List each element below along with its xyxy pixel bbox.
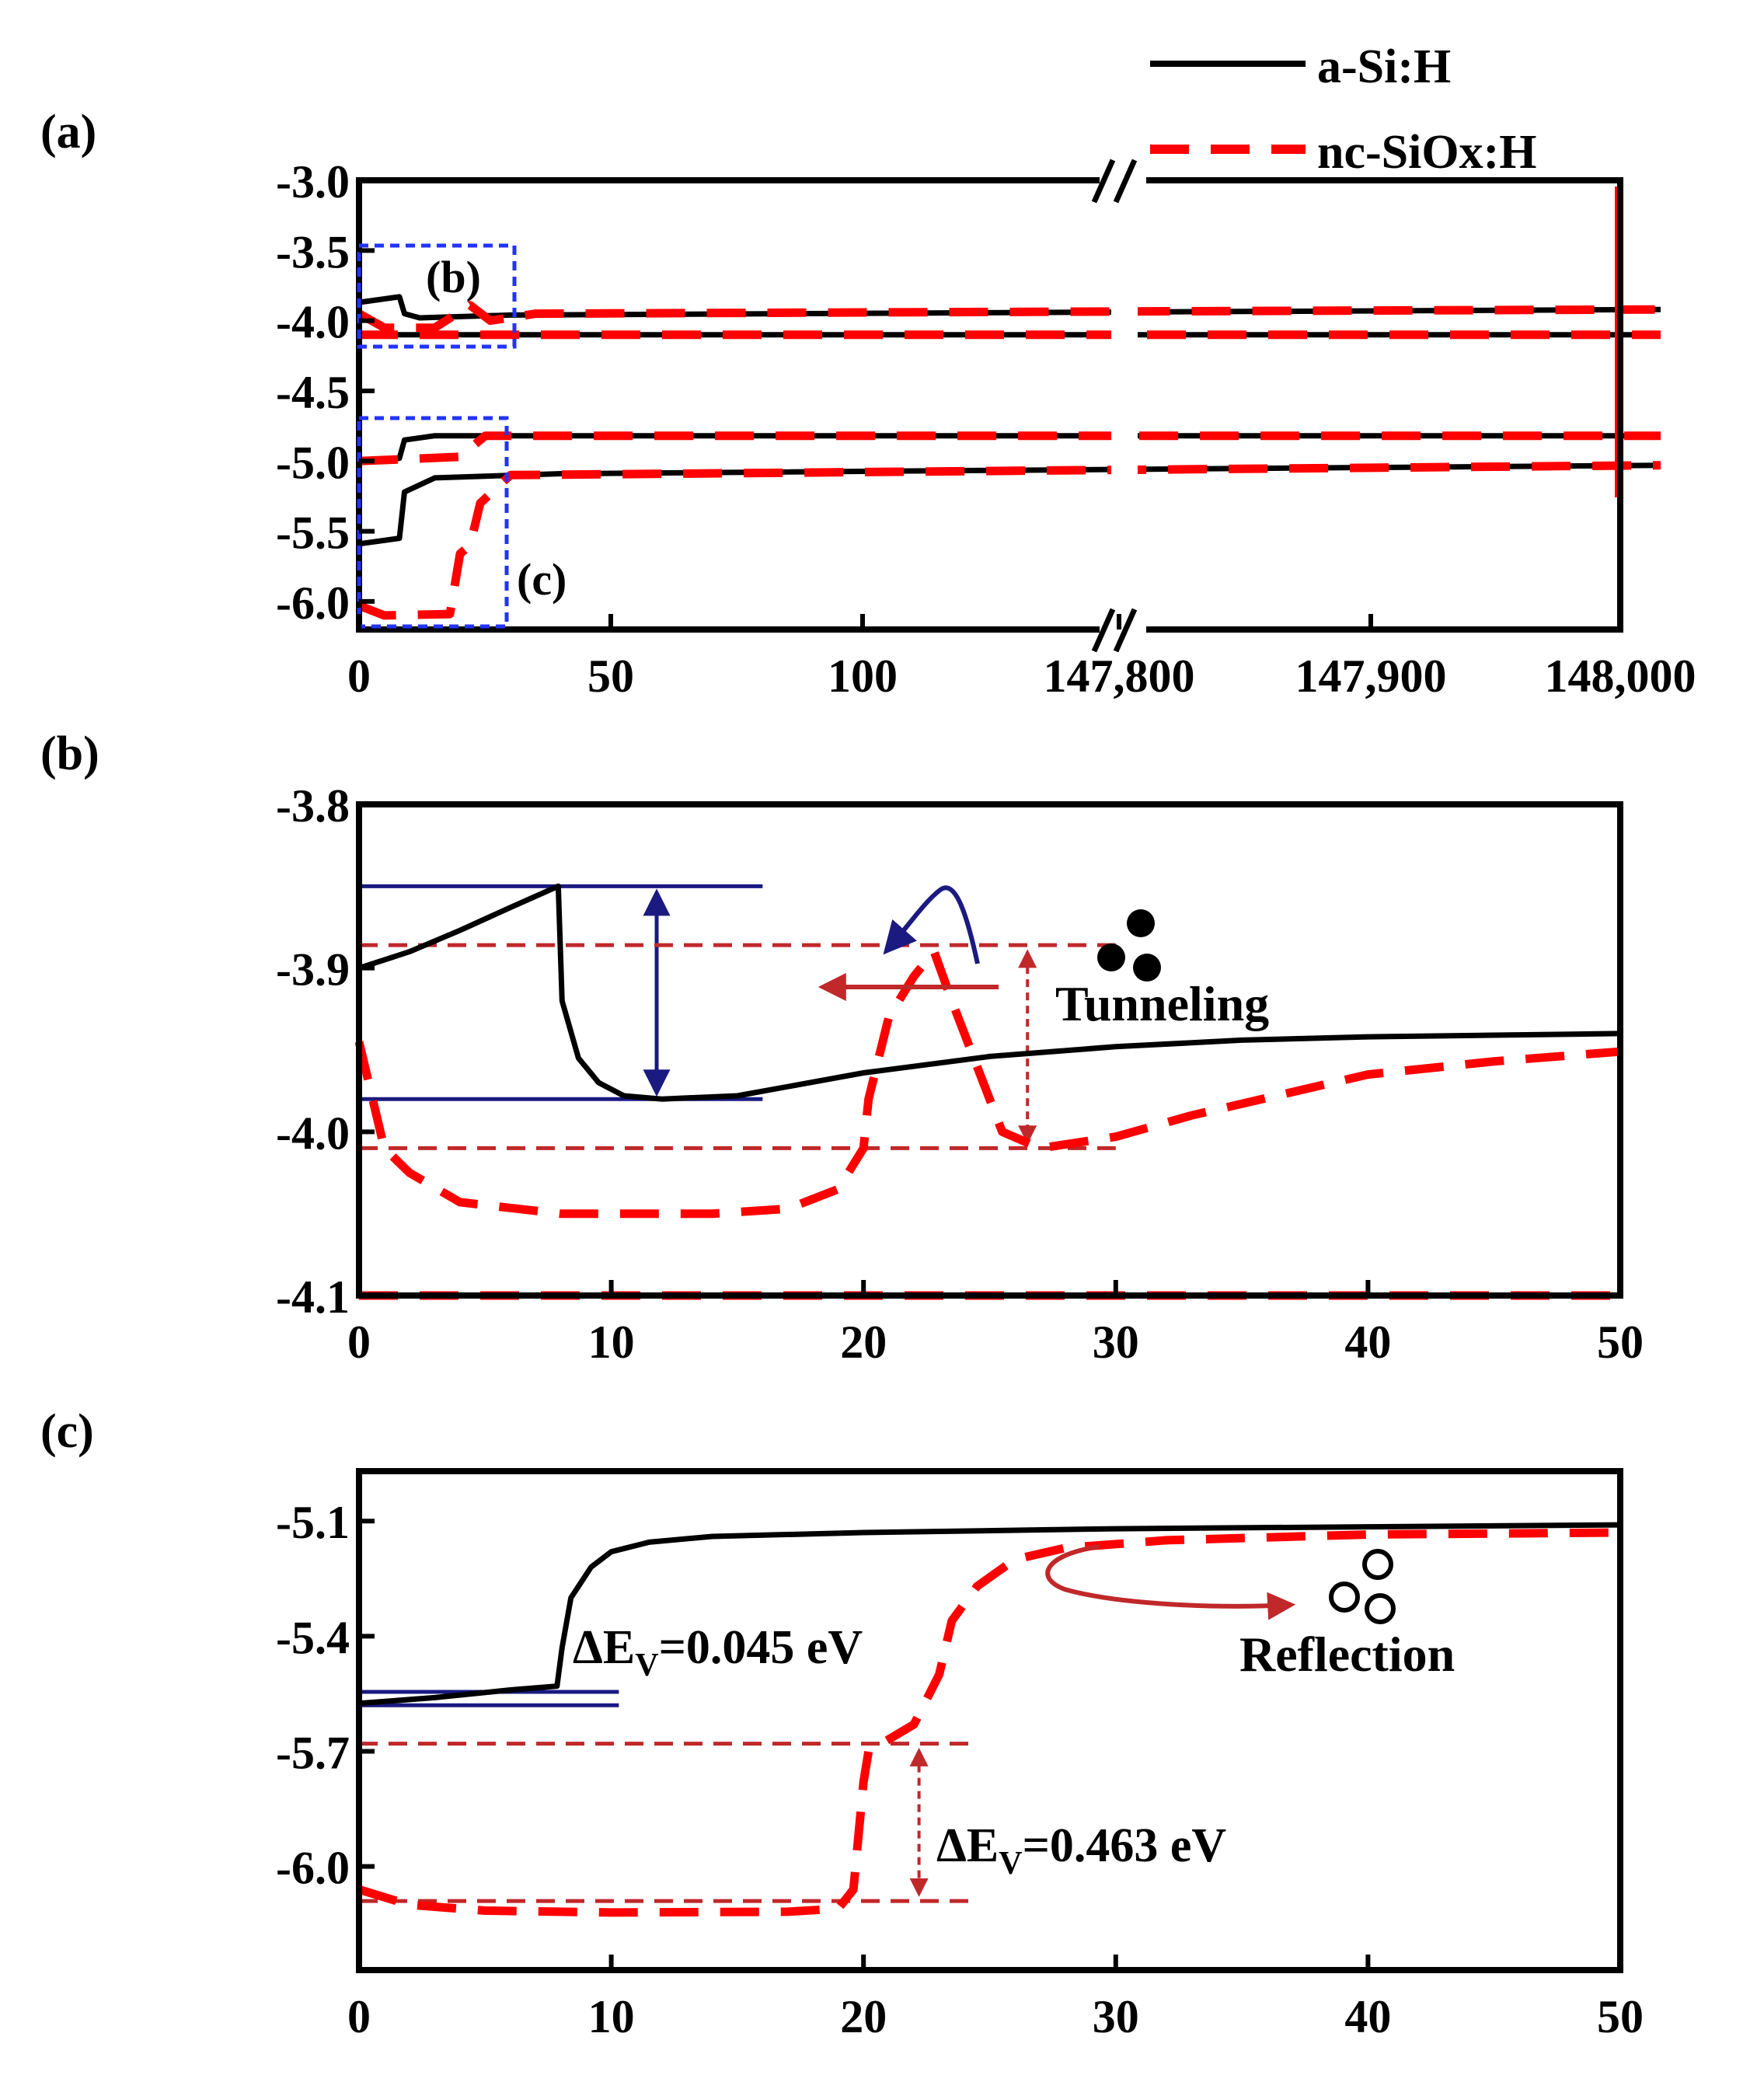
panel-b-ytick-label: -4.0 <box>276 1107 350 1159</box>
panel-b-ytick-label: -3.9 <box>276 944 350 996</box>
panel-b: (b) -3.8 -3.9 -4.0 -4.1 0 10 20 30 40 50 Tunneli… <box>40 727 1644 1368</box>
panel-b-xtick-label: 10 <box>588 1317 635 1368</box>
panel-a-series-a-si-h-0 <box>358 294 1661 321</box>
panel-a-x-ticks: 0 50 100 147,800 147,900 148,000 <box>347 614 1696 702</box>
panel-b-label: (b) <box>40 727 99 780</box>
svg-text:ΔEV=0.463 eV: ΔEV=0.463 eV <box>936 1819 1226 1881</box>
delta-ev-large-symbol: ΔE <box>936 1819 999 1872</box>
panel-b-ytick-label: -3.8 <box>276 780 350 832</box>
panel-b-y-ticks: -3.8 -3.9 -4.0 -4.1 <box>276 780 375 1323</box>
panel-a-xtick-label: 147,900 <box>1295 650 1447 702</box>
panel-a-xtick-label: 0 <box>347 650 371 702</box>
delta-ev-small-label: ΔEV=0.045 eV <box>573 1621 863 1683</box>
panel-b-plot-area <box>354 883 1621 1300</box>
panel-a-series-a-si-h-3 <box>358 462 1661 547</box>
reflection-arrow-icon <box>1045 1544 1296 1620</box>
panel-b-xtick-label: 50 <box>1597 1317 1644 1368</box>
panel-c-frame <box>356 1468 1623 1973</box>
delta-ev-small-symbol: ΔE <box>573 1621 635 1674</box>
panel-c-xtick-label: 20 <box>840 1991 887 2042</box>
panel-c-series-a-si-h-0 <box>358 1522 1621 1707</box>
inset-c-box <box>357 416 509 629</box>
panel-a-frame <box>356 177 1623 633</box>
panel-b-xtick-label: 40 <box>1344 1317 1391 1368</box>
panel-c-label: (c) <box>40 1405 94 1458</box>
panel-c-series-nc-siox-h-1 <box>357 1528 1621 1917</box>
panel-b-xtick-label: 0 <box>347 1317 371 1368</box>
panel-a: (a) (b) (c) -3.0 -3.5 -4.0 -4.5 -5.0 -5.5 -6.0… <box>40 106 1696 702</box>
panel-a-series-nc-siox-h-6 <box>358 431 1661 466</box>
panel-c-ytick-label: -6.0 <box>276 1843 350 1894</box>
panel-a-xtick-label: 147,800 <box>1044 650 1195 702</box>
axis-break-mark-top <box>1091 159 1138 204</box>
panel-b-frame <box>356 801 1623 1299</box>
panel-c-x-ticks: 0 10 20 30 40 50 <box>347 1955 1644 2042</box>
legend-label-nc-siox: nc-SiOx:H <box>1317 126 1536 179</box>
panel-a-y-ticks: -3.0 -3.5 -4.0 -4.5 -5.0 -5.5 -6.0 <box>276 156 375 629</box>
panel-a-label: (a) <box>40 106 96 159</box>
svg-text:ΔEV=0.045 eV: ΔEV=0.045 eV <box>573 1621 863 1683</box>
panel-a-plot-area <box>357 187 1661 620</box>
delta-ev-large-label: ΔEV=0.463 eV <box>936 1819 1226 1881</box>
panel-a-series-nc-siox-h-4 <box>357 301 1661 333</box>
reflection-label: Reflection <box>1239 1627 1455 1682</box>
tunneling-curved-arrow-icon <box>883 885 980 964</box>
panel-c-xtick-label: 50 <box>1597 1991 1644 2042</box>
panel-a-ytick-label: -4.0 <box>276 297 350 348</box>
inset-c-label: (c) <box>517 554 567 605</box>
delta-ev-large-subscript: V <box>999 1846 1022 1881</box>
panel-c-xtick-label: 40 <box>1344 1991 1391 2042</box>
panel-c-y-ticks: -5.1 -5.4 -5.7 -6.0 <box>276 1497 375 1894</box>
axis-break-mark-bottom <box>1091 608 1138 653</box>
panel-a-ytick-label: -4.5 <box>276 367 350 418</box>
panel-c-xtick-label: 0 <box>347 1991 371 2042</box>
panel-c-ytick-label: -5.1 <box>276 1497 350 1548</box>
panel-a-xtick-label: 148,000 <box>1545 650 1696 702</box>
panel-b-x-ticks: 0 10 20 30 40 50 <box>347 1280 1644 1368</box>
delta-ev-small-value: =0.045 eV <box>659 1621 863 1674</box>
panel-c-ytick-label: -5.4 <box>276 1612 350 1663</box>
reflection-holes-icon <box>1329 1549 1396 1624</box>
panel-c-plot-area <box>357 1522 1621 1917</box>
delta-ev-large-value: =0.463 eV <box>1023 1819 1227 1872</box>
inset-b-box <box>357 243 517 349</box>
panel-a-ytick-label: -3.0 <box>276 156 350 208</box>
panel-a-ytick-label: -5.5 <box>276 507 350 559</box>
legend-label-a-si: a-Si:H <box>1317 40 1451 93</box>
panel-c-ytick-label: -5.7 <box>276 1728 350 1779</box>
panel-c: (c) -5.1 -5.4 -5.7 -6.0 0 10 20 30 40 50 Reflect… <box>40 1405 1644 2042</box>
delta-ev-small-subscript: V <box>635 1648 658 1683</box>
panel-a-ytick-label: -3.5 <box>276 226 350 277</box>
tunneling-electrons-icon <box>1097 909 1161 982</box>
panel-b-xtick-label: 20 <box>840 1317 887 1368</box>
panel-b-xtick-label: 30 <box>1093 1317 1139 1368</box>
panel-a-xtick-label: 50 <box>587 650 634 702</box>
legend: a-Si:H nc-SiOx:H <box>1150 40 1536 179</box>
panel-b-ytick-label: -4.1 <box>276 1271 350 1323</box>
panel-c-xtick-label: 30 <box>1093 1991 1139 2042</box>
panel-b-series-nc-siox-h-1 <box>354 947 1621 1219</box>
panel-a-xtick-label: 100 <box>828 650 898 702</box>
panel-b-series-a-si-h-0 <box>357 883 1621 1102</box>
tunneling-label: Tunneling <box>1055 976 1269 1031</box>
inset-b-label: (b) <box>426 252 481 302</box>
panel-a-ytick-label: -5.0 <box>276 437 350 488</box>
panel-c-xtick-label: 10 <box>588 1991 635 2042</box>
panel-a-ytick-label: -6.0 <box>276 577 350 629</box>
axis-break-gap <box>1111 295 1138 482</box>
